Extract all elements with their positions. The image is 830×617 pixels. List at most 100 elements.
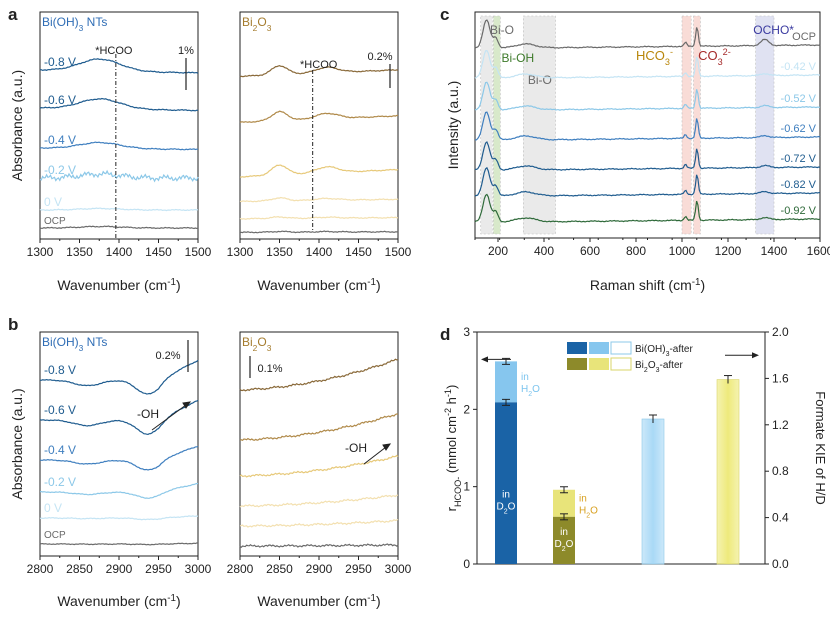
x-axis-label: Raman shift (cm-1) [590, 277, 705, 294]
series-label: -0.8 V [44, 55, 76, 69]
series-line [39, 97, 199, 112]
x-tick-label: 2950 [145, 562, 172, 576]
scale-bar-label: 1% [178, 45, 194, 57]
subplot-title: Bi2O3 [242, 15, 272, 33]
band-label: Bi-O [490, 23, 514, 37]
series-line [39, 58, 199, 74]
series-line [39, 225, 198, 230]
series-line [239, 413, 399, 441]
band-label: Bi-O [528, 73, 552, 87]
bar-label-h2o: in [579, 493, 587, 504]
x-tick-label: 2850 [66, 562, 93, 576]
legend-swatch [589, 342, 609, 354]
legend-label: Bi2O3-after [635, 360, 684, 374]
oh-arrow-head [182, 401, 192, 409]
series-line [475, 81, 821, 111]
series-label: OCP [44, 530, 66, 541]
oh-arrow [151, 401, 191, 431]
scale-bar-label: 0.2% [155, 350, 180, 362]
x-tick-label: 1000 [669, 244, 696, 258]
series-line [239, 494, 399, 508]
y-tick-label-right: 0.4 [772, 511, 789, 525]
y-axis-label-right: Formate KIE of H/D [813, 391, 828, 504]
panel-label-b: b [8, 315, 18, 334]
series-line [239, 196, 399, 203]
x-tick-label: 1300 [227, 245, 254, 259]
bar-d2o [495, 402, 517, 564]
scale-bar-label: 0.1% [257, 363, 282, 375]
x-tick-label: 1400 [106, 245, 133, 259]
series-label: -0.6 V [44, 93, 76, 107]
x-tick-label: 600 [580, 244, 600, 258]
series-label: -0.2 V [44, 475, 76, 489]
x-tick-label: 3000 [185, 562, 212, 576]
series-line [239, 215, 398, 220]
x-tick-label: 800 [626, 244, 646, 258]
series-label: -0.42 V [781, 61, 817, 73]
plot-frame [476, 331, 766, 565]
legend-swatch [610, 341, 632, 355]
legend-swatch [610, 357, 632, 371]
x-tick-label: 1350 [266, 245, 293, 259]
series-line [239, 230, 399, 234]
series-line [474, 49, 821, 79]
x-tick-label: 2800 [227, 562, 254, 576]
y-tick-label-right: 1.2 [772, 418, 789, 432]
series-label: 0 V [44, 195, 62, 209]
band-label: CO32- [698, 47, 731, 67]
x-tick-label: 2900 [306, 562, 333, 576]
series-label: -0.4 V [44, 443, 76, 457]
series-label: -0.82 V [781, 179, 817, 191]
series-line [474, 193, 821, 223]
band-label: OCHO* [753, 23, 794, 37]
band-label: Bi-OH [501, 51, 534, 65]
x-tick-label: 1400 [761, 244, 788, 258]
oh-arrow-head [382, 443, 392, 451]
series-line [39, 141, 198, 151]
y-tick-label-left: 3 [463, 325, 470, 339]
panel-label-d: d [440, 325, 450, 344]
y-axis-label-left: rHCOO- (mmol cm-2 h-1) [443, 385, 463, 512]
bar-label-d2o: D2O [497, 501, 516, 514]
series-line [474, 111, 821, 141]
series-line [239, 164, 399, 178]
y-tick-label-left: 2 [463, 402, 470, 416]
series-line [39, 169, 199, 183]
annotation-oh: -OH [345, 441, 367, 455]
series-line [39, 359, 199, 395]
bar-h2o [553, 489, 575, 517]
bar-label-h2o: H2O [579, 505, 598, 519]
series-label: -0.8 V [44, 363, 76, 377]
x-tick-label: 2950 [345, 562, 372, 576]
x-axis-label: Wavenumber (cm-1) [257, 593, 380, 610]
series-line [39, 515, 199, 521]
x-tick-label: 1200 [715, 244, 742, 258]
panel-label-c: c [440, 5, 449, 24]
bar-label-d2o: in [502, 489, 510, 500]
x-tick-label: 2800 [27, 562, 54, 576]
series-line [239, 358, 399, 392]
x-axis-label: Wavenumber (cm-1) [57, 593, 180, 610]
annotation-oh: -OH [137, 407, 159, 421]
legend-label: Bi(OH)3-after [635, 344, 693, 358]
bar-label-h2o: H2O [521, 384, 540, 398]
series-label: 0 V [44, 501, 62, 515]
series-line [39, 399, 199, 436]
x-tick-label: 400 [534, 244, 554, 258]
legend-swatch [589, 358, 609, 370]
x-tick-label: 1400 [306, 245, 333, 259]
series-line [474, 141, 821, 171]
x-axis-label: Wavenumber (cm-1) [257, 277, 380, 294]
y-axis-label: Absorbance (a.u.) [9, 388, 25, 499]
series-label: -0.4 V [44, 133, 76, 147]
subplot-title: Bi(OH)3 NTs [42, 335, 107, 353]
y-tick-label-right: 0.8 [772, 464, 789, 478]
raman-band [480, 15, 493, 235]
series-line [239, 110, 399, 123]
series-label: -0.92 V [781, 205, 817, 217]
series-line [239, 65, 399, 78]
series-line [239, 454, 399, 478]
raman-band [681, 15, 692, 235]
series-label: -0.72 V [781, 153, 817, 165]
x-tick-label: 1450 [145, 245, 172, 259]
